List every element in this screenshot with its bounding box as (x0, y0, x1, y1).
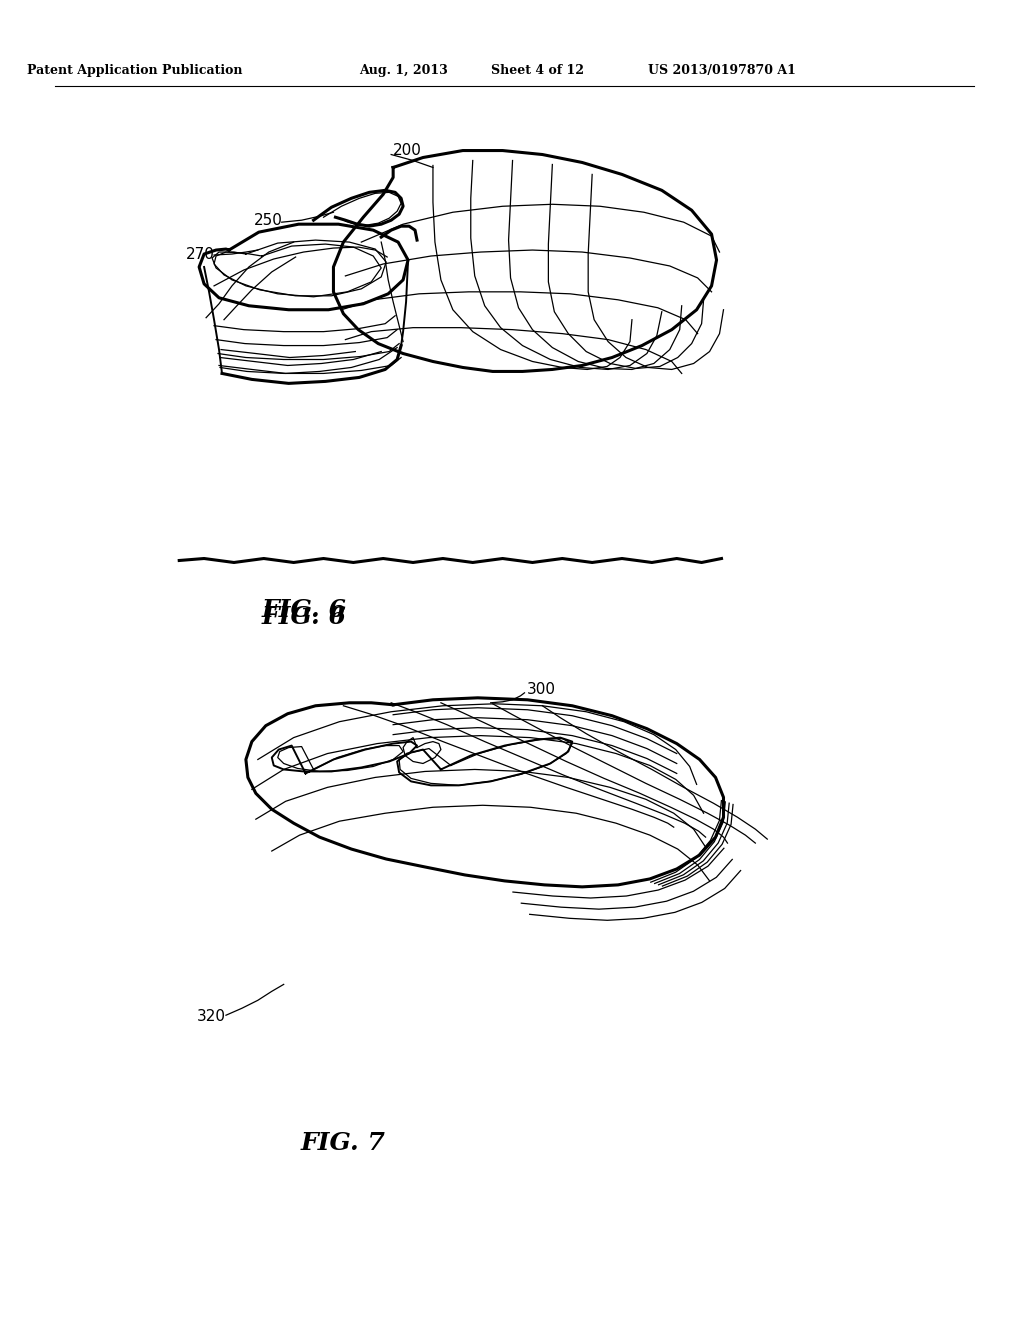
Text: 300: 300 (526, 682, 555, 697)
Text: Aug. 1, 2013: Aug. 1, 2013 (358, 65, 447, 78)
Text: Patent Application Publication: Patent Application Publication (27, 65, 243, 78)
Text: FIG. 6: FIG. 6 (261, 605, 346, 630)
Text: FIG. 7: FIG. 7 (301, 1131, 386, 1155)
Text: US 2013/0197870 A1: US 2013/0197870 A1 (647, 65, 796, 78)
Text: Sheet 4 of 12: Sheet 4 of 12 (490, 65, 584, 78)
Text: 270: 270 (186, 247, 215, 261)
Text: 320: 320 (198, 1008, 226, 1024)
Text: 200: 200 (393, 143, 422, 158)
Text: FIG. 6: FIG. 6 (261, 598, 346, 622)
Text: 250: 250 (254, 213, 283, 227)
